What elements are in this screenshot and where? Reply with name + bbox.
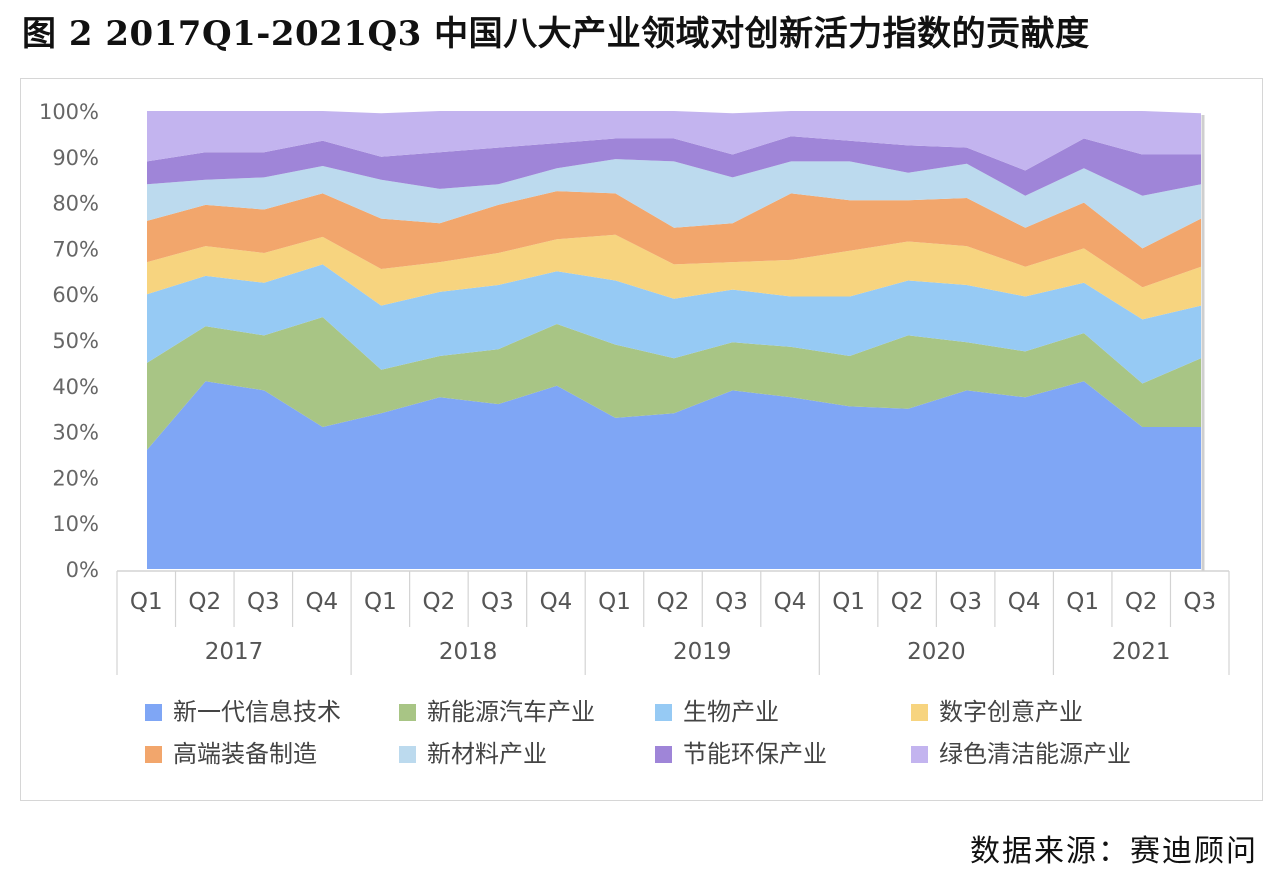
x-tick-label: Q1 (364, 589, 397, 615)
year-label: 2019 (673, 639, 732, 665)
x-tick-label: Q2 (188, 589, 221, 615)
x-tick-label: Q3 (715, 589, 748, 615)
x-tick-label: Q2 (657, 589, 690, 615)
legend-label: 新一代信息技术 (173, 698, 341, 726)
legend-label: 节能环保产业 (683, 740, 827, 768)
legend-swatch (655, 746, 672, 763)
y-tick-label: 50% (52, 329, 99, 353)
y-tick-label: 30% (52, 421, 99, 445)
year-label: 2021 (1112, 639, 1171, 665)
area-series-8 (147, 111, 1201, 171)
x-tick-label: Q1 (130, 589, 163, 615)
y-tick-label: 80% (52, 192, 99, 216)
legend-label: 高端装备制造 (173, 740, 317, 768)
legend-label: 数字创意产业 (939, 698, 1083, 726)
y-tick-label: 0% (66, 558, 99, 582)
x-tick-label: Q4 (1008, 589, 1041, 615)
x-tick-label: Q1 (832, 589, 865, 615)
y-tick-label: 40% (52, 375, 99, 399)
legend-swatch (399, 746, 416, 763)
legend-swatch (145, 746, 162, 763)
x-tick-label: Q3 (481, 589, 514, 615)
y-tick-label: 20% (52, 466, 99, 490)
area-series-6 (147, 159, 1201, 249)
y-tick-label: 60% (52, 283, 99, 307)
source-note: 数据来源：赛迪顾问 (970, 834, 1258, 869)
area-series-3 (147, 264, 1201, 384)
area-series-5 (147, 191, 1201, 288)
x-tick-label: Q1 (1066, 589, 1099, 615)
y-tick-label: 70% (52, 237, 99, 261)
y-tick-label: 10% (52, 512, 99, 536)
chart-frame: 0% 10% 20% 30% 40% 50% 60% 70% 80% 90% 100% Q1 Q2 Q3 Q… (20, 78, 1263, 801)
legend-swatch (145, 704, 162, 721)
x-tick-label: Q3 (1183, 589, 1216, 615)
area-series-4 (147, 234, 1201, 320)
x-tick-label: Q1 (598, 589, 631, 615)
legend-label: 绿色清洁能源产业 (939, 740, 1131, 768)
legend-swatch (399, 704, 416, 721)
legend-swatch (911, 746, 928, 763)
x-tick-label: Q4 (540, 589, 573, 615)
legend-swatch (911, 704, 928, 721)
x-tick-label: Q4 (774, 589, 807, 615)
x-tick-label: Q2 (1125, 589, 1158, 615)
y-tick-label: 100% (39, 100, 99, 124)
legend-label: 新材料产业 (427, 740, 547, 768)
area-series-2 (147, 317, 1201, 450)
year-label: 2017 (205, 639, 264, 665)
legend-label: 新能源汽车产业 (427, 698, 595, 726)
x-tick-label: Q2 (891, 589, 924, 615)
year-label: 2020 (907, 639, 966, 665)
x-tick-label: Q4 (305, 589, 338, 615)
legend-label: 生物产业 (683, 698, 779, 726)
legend-swatch (655, 704, 672, 721)
x-tick-label: Q3 (949, 589, 982, 615)
y-tick-label: 90% (52, 146, 99, 170)
x-tick-label: Q2 (423, 589, 456, 615)
area-series-7 (147, 136, 1201, 196)
year-label: 2018 (439, 639, 498, 665)
area-series-1 (147, 381, 1201, 569)
x-tick-label: Q3 (247, 589, 280, 615)
stacked-area-chart: 0% 10% 20% 30% 40% 50% 60% 70% 80% 90% 100% Q1 Q2 Q3 Q… (39, 100, 1230, 768)
figure-title: 图 2 2017Q1-2021Q3 中国八大产业领域对创新活力指数的贡献度 (22, 14, 1090, 54)
